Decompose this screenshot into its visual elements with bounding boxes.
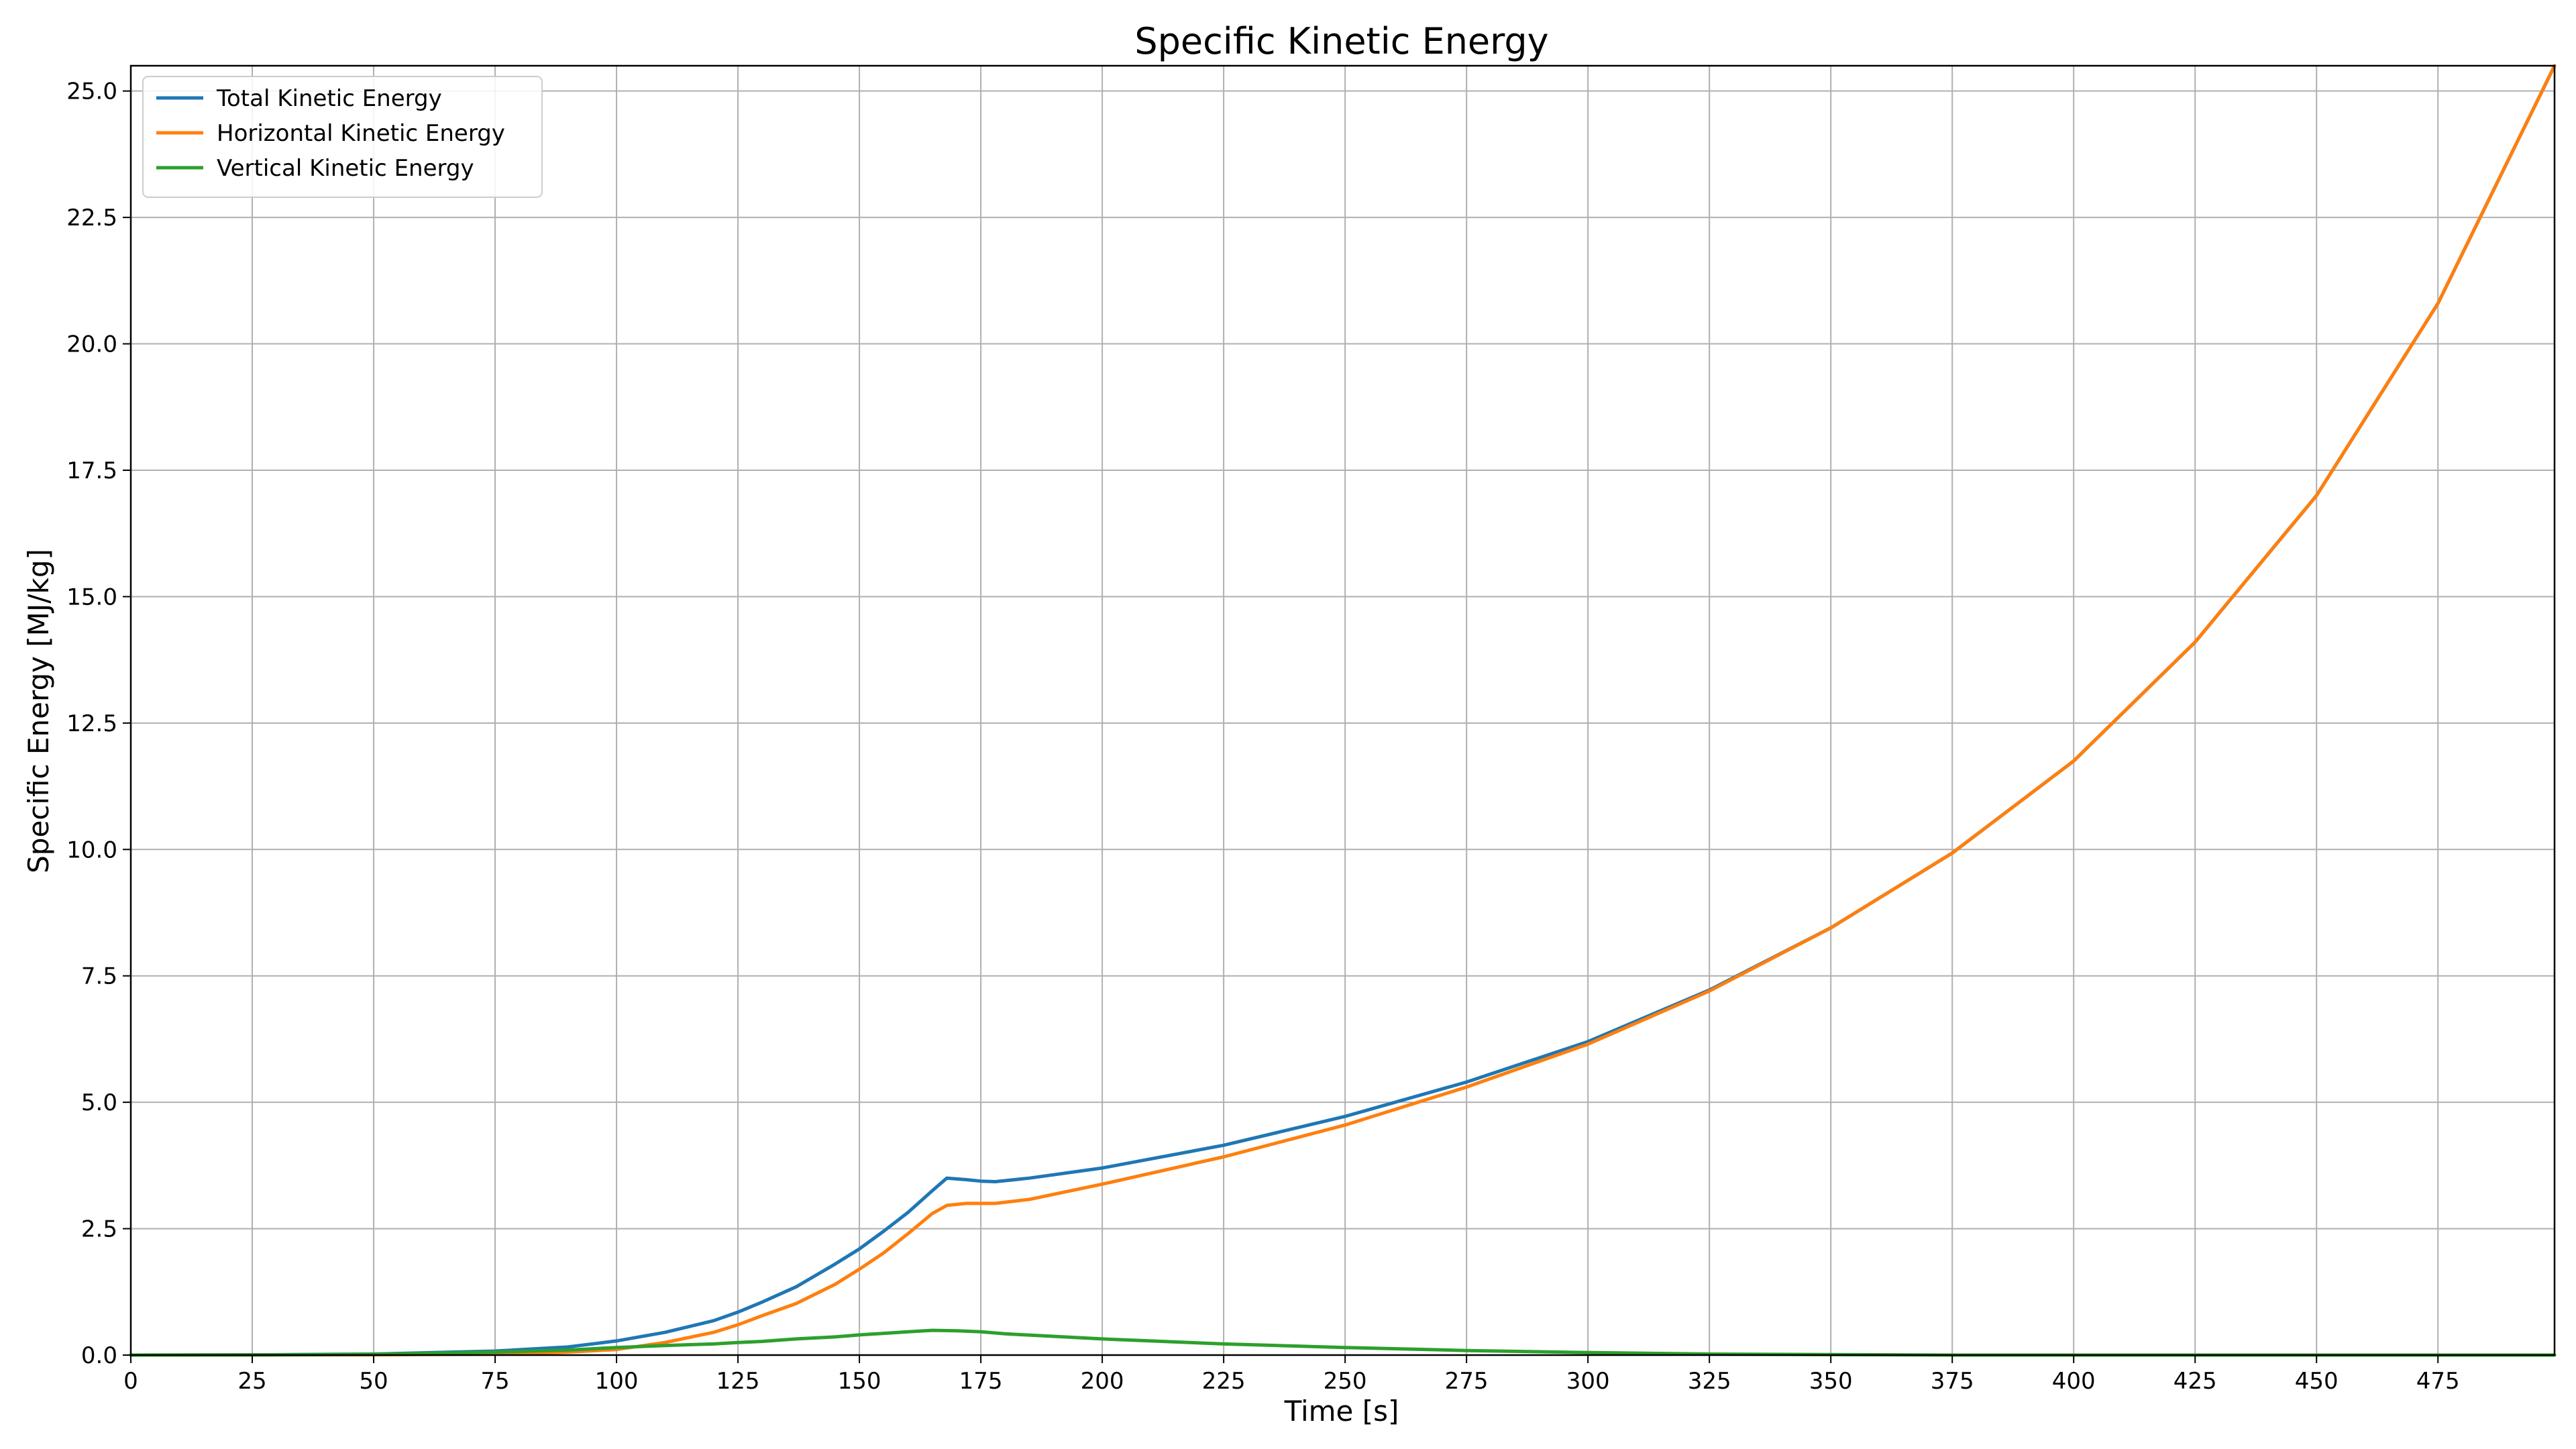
legend-entry: Vertical Kinetic Energy (217, 155, 474, 182)
x-tick-label: 275 (1445, 1368, 1489, 1395)
y-tick-label: 7.5 (81, 963, 117, 990)
y-tick-label: 17.5 (66, 458, 117, 484)
y-axis-ticks: 0.0 2.5 5.0 7.5 10.0 12.5 15.0 17.5 20.0 22.5 25.0 (66, 78, 131, 1369)
legend: Total Kinetic Energy Horizontal Kinetic E… (142, 76, 543, 198)
chart-title: Specific Kinetic Energy (1134, 20, 1548, 62)
x-tick-label: 0 (123, 1368, 138, 1395)
y-axis-label: Specific Energy [MJ/kg] (22, 549, 55, 873)
x-tick-label: 200 (1081, 1368, 1124, 1395)
x-tick-label: 425 (2174, 1368, 2217, 1395)
legend-entry: Total Kinetic Energy (216, 85, 442, 112)
y-tick-label: 5.0 (81, 1089, 117, 1116)
y-tick-label: 22.5 (66, 205, 117, 231)
y-tick-label: 15.0 (66, 584, 117, 610)
x-tick-label: 375 (1931, 1368, 1974, 1395)
x-tick-label: 100 (595, 1368, 639, 1395)
x-tick-label: 75 (480, 1368, 509, 1395)
legend-box (142, 76, 543, 198)
x-axis-label: Time [s] (1284, 1395, 1399, 1428)
x-tick-label: 225 (1202, 1368, 1246, 1395)
y-tick-label: 10.0 (66, 837, 117, 863)
y-tick-label: 12.5 (66, 710, 117, 737)
x-tick-label: 300 (1566, 1368, 1610, 1395)
y-tick-label: 2.5 (81, 1216, 117, 1243)
x-tick-label: 50 (359, 1368, 388, 1395)
x-tick-label: 350 (1809, 1368, 1853, 1395)
grid-lines (130, 66, 2555, 1356)
y-tick-label: 20.0 (66, 331, 117, 358)
x-tick-label: 450 (2295, 1368, 2339, 1395)
x-tick-label: 325 (1688, 1368, 1731, 1395)
x-axis-ticks: 0 25 50 75 100 125 150 175 200 225 250 275 300 325 350… (123, 1355, 2460, 1395)
y-tick-label: 0.0 (81, 1342, 117, 1369)
x-tick-label: 125 (716, 1368, 760, 1395)
plot-frame (129, 64, 2556, 1356)
x-tick-label: 175 (959, 1368, 1003, 1395)
x-tick-label: 150 (838, 1368, 881, 1395)
x-tick-label: 25 (237, 1368, 266, 1395)
legend-entry: Horizontal Kinetic Energy (217, 120, 505, 147)
x-tick-label: 250 (1324, 1368, 1367, 1395)
y-tick-label: 25.0 (66, 78, 117, 105)
x-tick-label: 475 (2416, 1368, 2460, 1395)
x-tick-label: 400 (2052, 1368, 2096, 1395)
